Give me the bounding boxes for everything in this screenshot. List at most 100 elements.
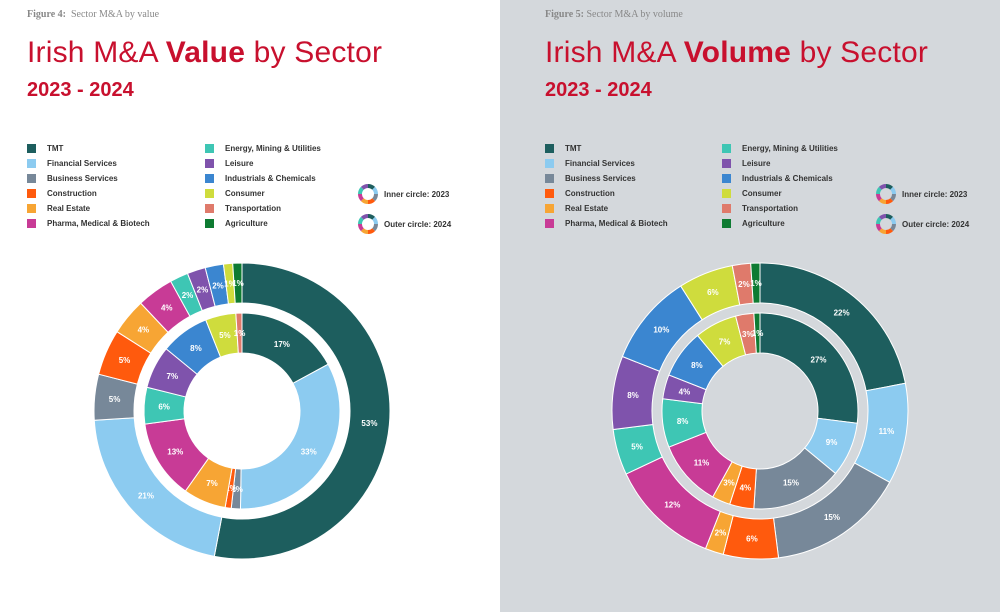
inner-label-leisure: 7%: [167, 372, 179, 381]
outer-label-real-estate: 4%: [138, 325, 150, 334]
legend-label: Real Estate: [565, 204, 609, 213]
legend-item-business-services: Business Services: [545, 171, 668, 186]
value-donut-chart: 17%33%2%1%7%13%6%7%8%5% 1%53%21%5%5%4%4%2…: [93, 262, 391, 560]
outer-label-transportation: 2%: [738, 280, 750, 289]
legend-item-energy-mining-and-utilities: Energy, Mining & Utilities: [205, 141, 321, 156]
legend-column-1: TMT Financial Services Business Services Co…: [27, 141, 150, 231]
legend-label: Energy, Mining & Utilities: [742, 144, 838, 153]
figure-caption-text: Sector M&A by value: [70, 9, 160, 20]
ring-icon-segment: [878, 228, 886, 234]
outer-circle-key: Outer circle: 2024: [357, 213, 451, 235]
inner-label-financial-services: 9%: [826, 438, 838, 447]
ring-icon-segment: [886, 198, 894, 204]
inner-segment-agriculture: [753, 312, 761, 354]
legend-swatch: [722, 174, 731, 183]
legend-column-2: Energy, Mining & Utilities Leisure Industr…: [722, 141, 838, 231]
title-suffix: by Sector: [245, 36, 383, 69]
legend-label: Pharma, Medical & Biotech: [47, 219, 150, 228]
ring-icon-segment: [878, 184, 886, 190]
legend-label: Transportation: [742, 204, 799, 213]
legend-label: Business Services: [47, 174, 118, 183]
volume-donut-chart: 27%9%15%4%3%11%8%4%8%7%3%1%22%11%15%6%2%…: [611, 262, 909, 560]
inner-label-industrials-and-chemicals: 8%: [691, 361, 703, 370]
legend-label: Financial Services: [565, 159, 635, 168]
legend-swatch: [545, 159, 554, 168]
legend-label: Energy, Mining & Utilities: [225, 144, 321, 153]
outer-label-pharma-medical-and-biotech: 4%: [161, 303, 173, 312]
legend-item-consumer: Consumer: [722, 186, 838, 201]
title-prefix: Irish M&A: [27, 36, 166, 69]
ring-icon-segment: [358, 194, 364, 202]
outer-label-construction: 5%: [119, 356, 131, 365]
inner-label-energy-mining-and-utilities: 6%: [158, 403, 170, 412]
ring-icon: [876, 214, 896, 234]
inner-segment-tmt: [759, 312, 859, 424]
outer-label-business-services: 5%: [109, 395, 121, 404]
legend-label: Industrials & Chemicals: [742, 174, 833, 183]
legend-swatch: [545, 219, 554, 228]
chart-years: 2023 - 2024: [545, 79, 652, 101]
title-emphasis: Value: [165, 36, 246, 69]
legend-item-energy-mining-and-utilities: Energy, Mining & Utilities: [722, 141, 838, 156]
legend-item-agriculture: Agriculture: [205, 216, 321, 231]
outer-segment-tmt: [213, 262, 391, 560]
outer-label-business-services: 15%: [824, 513, 840, 522]
ring-icon-segment: [372, 216, 378, 224]
legend-item-transportation: Transportation: [722, 201, 838, 216]
inner-label-business-services: 2%: [231, 485, 243, 494]
chart-title: Irish M&A Volume by Sector: [545, 36, 928, 70]
ring-icon-segment: [886, 228, 894, 234]
chart-years: 2023 - 2024: [27, 79, 134, 101]
inner-label-transportation: 1%: [234, 329, 246, 338]
inner-label-real-estate: 7%: [206, 479, 218, 488]
outer-label-agriculture: 1%: [232, 279, 244, 288]
legend-item-real-estate: Real Estate: [545, 201, 668, 216]
outer-segment-agriculture: [232, 262, 243, 304]
legend-label: Construction: [565, 189, 615, 198]
outer-circle-key-label: Outer circle: 2024: [384, 219, 452, 229]
legend-label: Agriculture: [225, 219, 268, 228]
legend-swatch: [722, 189, 731, 198]
legend-swatch: [205, 174, 214, 183]
legend-item-construction: Construction: [545, 186, 668, 201]
outer-label-real-estate: 2%: [715, 529, 727, 538]
legend-swatch: [545, 144, 554, 153]
ring-icon-segment: [358, 224, 364, 232]
title-emphasis: Volume: [683, 36, 792, 69]
outer-label-energy-mining-and-utilities: 5%: [631, 443, 643, 452]
outer-label-agriculture: 1%: [750, 279, 762, 288]
legend-label: Agriculture: [742, 219, 785, 228]
ring-icon-segment: [368, 214, 376, 220]
ring-icon-segment: [372, 194, 378, 202]
legend-item-tmt: TMT: [545, 141, 668, 156]
figure-number: Figure 5:: [545, 9, 584, 20]
legend-item-leisure: Leisure: [205, 156, 321, 171]
outer-label-leisure: 8%: [627, 391, 639, 400]
outer-label-financial-services: 11%: [879, 427, 895, 436]
inner-label-leisure: 4%: [679, 388, 691, 397]
title-suffix: by Sector: [791, 36, 929, 69]
outer-label-leisure: 2%: [197, 285, 209, 294]
legend-item-pharma-medical-and-biotech: Pharma, Medical & Biotech: [545, 216, 668, 231]
legend-label: Transportation: [225, 204, 282, 213]
ring-icon-segment: [878, 214, 886, 220]
outer-label-consumer: 6%: [707, 288, 719, 297]
legend-column-2: Energy, Mining & Utilities Leisure Industr…: [205, 141, 321, 231]
figure-caption-text: Sector M&A by volume: [586, 9, 683, 20]
figure-caption: Figure 4: Sector M&A by value: [27, 9, 159, 20]
outer-label-energy-mining-and-utilities: 2%: [182, 291, 194, 300]
legend-item-industrials-and-chemicals: Industrials & Chemicals: [205, 171, 321, 186]
outer-circle-key: Outer circle: 2024: [875, 213, 969, 235]
legend-label: Leisure: [742, 159, 771, 168]
legend-label: TMT: [47, 144, 64, 153]
legend-item-construction: Construction: [27, 186, 150, 201]
legend-swatch: [27, 174, 36, 183]
legend-item-business-services: Business Services: [27, 171, 150, 186]
legend-swatch: [722, 159, 731, 168]
legend-label: Financial Services: [47, 159, 117, 168]
inner-label-tmt: 27%: [811, 355, 827, 364]
ring-icon-segment: [886, 214, 894, 220]
legend-swatch: [722, 144, 731, 153]
inner-label-construction: 1%: [225, 484, 237, 493]
legend-label: TMT: [565, 144, 582, 153]
